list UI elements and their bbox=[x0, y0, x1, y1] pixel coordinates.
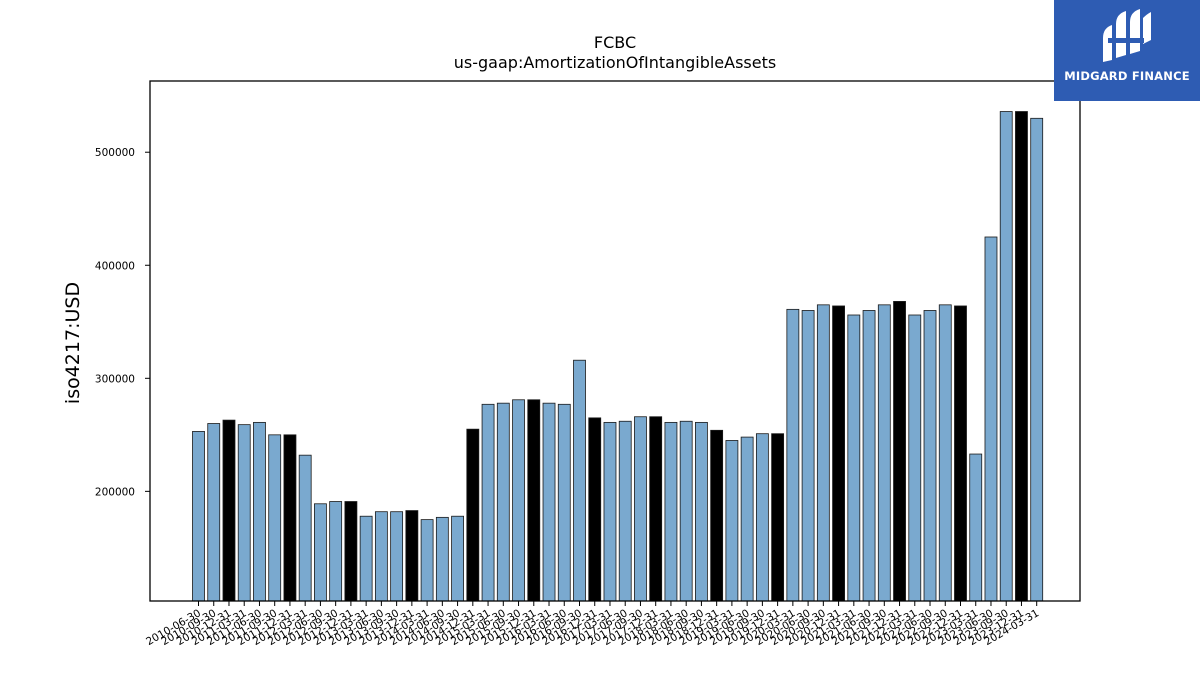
bar-2017-06-30 bbox=[618, 420, 632, 602]
bar-2013-03-31 bbox=[359, 515, 373, 602]
bar-2017-09-30 bbox=[634, 416, 647, 602]
y-axis-ticks: 200000 300000 400000 500000 bbox=[95, 147, 150, 498]
chart-subtitle: us-gaap:AmortizationOfIntangibleAssets bbox=[454, 53, 776, 72]
bar-2019-12-31 bbox=[771, 433, 785, 602]
bar-2013-09-30 bbox=[390, 511, 404, 602]
y-tick-label: 300000 bbox=[95, 373, 135, 385]
bar-2014-09-30 bbox=[451, 515, 464, 602]
bar-2012-03-31 bbox=[298, 454, 312, 602]
bar-2017-12-31 bbox=[649, 416, 663, 602]
bar-2018-06-30 bbox=[679, 420, 693, 602]
bar-2010-06-30 bbox=[192, 431, 205, 602]
bar-2024-03-31 bbox=[1030, 117, 1044, 602]
bar-2011-06-30 bbox=[253, 421, 266, 602]
bar-2023-12-31 bbox=[1015, 111, 1028, 602]
bar-2023-09-30 bbox=[999, 111, 1013, 602]
bar-2019-06-30 bbox=[740, 436, 754, 602]
chart-title: FCBC bbox=[594, 33, 636, 52]
bar-2015-09-30 bbox=[512, 399, 525, 602]
bar-2022-06-30 bbox=[923, 310, 937, 602]
bar-2015-03-31 bbox=[481, 403, 495, 602]
bar-2020-03-31 bbox=[786, 308, 800, 602]
bar-2013-06-30 bbox=[374, 511, 388, 602]
bar-2010-12-31 bbox=[222, 419, 236, 602]
plot-frame bbox=[149, 80, 1081, 602]
x-axis-ticks: 2010-06-302010-09-302010-12-312011-03-31… bbox=[144, 601, 1041, 648]
bar-2022-09-30 bbox=[938, 304, 952, 602]
bar-series bbox=[192, 111, 1044, 602]
bar-2014-03-31 bbox=[420, 519, 434, 602]
bar-2019-03-31 bbox=[725, 440, 739, 602]
bar-2023-06-30 bbox=[984, 236, 998, 602]
bar-2016-09-30 bbox=[573, 359, 586, 602]
bar-2021-09-30 bbox=[877, 304, 891, 602]
bar-2010-09-30 bbox=[207, 423, 221, 602]
bar-2018-03-31 bbox=[664, 421, 678, 602]
bar-2011-12-31 bbox=[283, 434, 297, 602]
bar-2021-03-31 bbox=[847, 314, 861, 602]
midgard-finance-logo: MIDGARD FINANCE bbox=[1054, 0, 1200, 101]
midgard-logo-icon bbox=[1103, 9, 1151, 62]
bar-2015-12-31 bbox=[527, 399, 541, 602]
bar-2022-03-31 bbox=[908, 314, 922, 602]
bar-2020-12-31 bbox=[832, 305, 845, 602]
y-axis-label: iso4217:USD bbox=[62, 282, 84, 404]
logo-text: MIDGARD FINANCE bbox=[1064, 69, 1190, 83]
bar-2019-09-30 bbox=[755, 433, 769, 602]
bar-2018-12-31 bbox=[710, 429, 724, 602]
y-tick-label: 500000 bbox=[95, 147, 135, 159]
bar-2018-09-30 bbox=[695, 421, 708, 602]
bar-2013-12-31 bbox=[405, 510, 419, 602]
bar-2012-12-31 bbox=[344, 501, 358, 602]
bar-2011-09-30 bbox=[268, 434, 282, 602]
bar-2022-12-31 bbox=[954, 305, 967, 602]
bar-2011-03-31 bbox=[237, 424, 251, 602]
y-tick-label: 400000 bbox=[95, 260, 135, 272]
bar-2016-03-31 bbox=[542, 402, 556, 602]
bar-2020-06-30 bbox=[801, 310, 815, 602]
bar-2014-12-31 bbox=[466, 428, 480, 602]
bar-2012-09-30 bbox=[329, 501, 343, 602]
bar-2023-03-31 bbox=[969, 453, 983, 602]
bar-2012-06-30 bbox=[314, 503, 327, 602]
y-tick-label: 200000 bbox=[95, 486, 135, 498]
bar-2021-06-30 bbox=[862, 310, 876, 602]
bar-2014-06-30 bbox=[435, 516, 449, 602]
bar-2021-12-31 bbox=[893, 301, 906, 602]
bar-2016-06-30 bbox=[557, 403, 571, 602]
bar-2017-03-31 bbox=[603, 421, 617, 602]
bar-2015-06-30 bbox=[496, 402, 510, 602]
bar-2020-09-30 bbox=[816, 304, 830, 602]
bar-2016-12-31 bbox=[588, 417, 602, 602]
